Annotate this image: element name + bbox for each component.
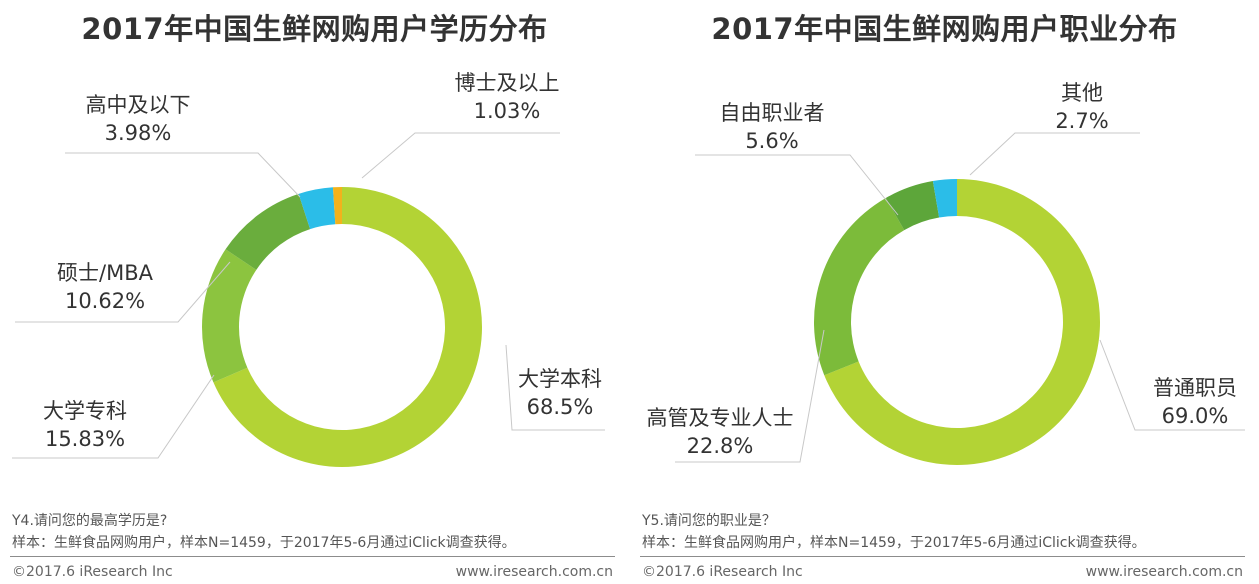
education-donut-chart: 大学本科 68.5% 大学专科 15.83% 硕士/MBA 10.62% 高中及以下 3.98… xyxy=(12,71,605,468)
slice-value-label: 3.98% xyxy=(105,121,172,145)
donut-slice-4 xyxy=(298,187,336,230)
slice-value-label: 22.8% xyxy=(687,434,754,458)
slice-name-label: 自由职业者 xyxy=(720,101,825,125)
slice-name-label: 大学专科 xyxy=(43,399,127,423)
slice-name-label: 硕士/MBA xyxy=(57,261,154,285)
leader-line-2 xyxy=(12,374,215,459)
donut-slice-2 xyxy=(201,249,257,383)
slice-value-label: 10.62% xyxy=(65,289,145,313)
sample-note: 样本：生鲜食品网购用户，样本N=1459，于2017年5-6月通过iClick调… xyxy=(642,535,1146,551)
survey-question: Y4.请问您的最高学历是? xyxy=(12,513,168,529)
slice-value-label: 68.5% xyxy=(527,395,594,419)
slice-name-label: 博士及以上 xyxy=(455,71,560,95)
sample-note: 样本：生鲜食品网购用户，样本N=1459，于2017年5-6月通过iClick调… xyxy=(12,535,516,551)
chart-title: 2017年中国生鲜网购用户职业分布 xyxy=(711,12,1178,46)
occupation-chart-panel: 2017年中国生鲜网购用户职业分布 普通职员 69.0% 高管及专业人士 22.8% 自… xyxy=(630,0,1259,584)
slice-name-label: 其他 xyxy=(1061,81,1103,105)
leader-line-1 xyxy=(505,344,605,431)
website-link[interactable]: www.iresearch.com.cn xyxy=(1085,564,1243,580)
copyright: ©2017.6 iResearch Inc xyxy=(12,564,173,580)
donut-slice-2 xyxy=(814,197,905,376)
leader-line-2 xyxy=(675,329,825,463)
leader-line-4 xyxy=(969,132,1140,176)
leader-line-3 xyxy=(695,154,899,216)
copyright: ©2017.6 iResearch Inc xyxy=(642,564,803,580)
donut-slice-3 xyxy=(885,181,940,231)
leader-line-1 xyxy=(1099,339,1245,431)
donut-slice-4 xyxy=(932,179,957,218)
leader-line-5 xyxy=(361,132,560,179)
slice-value-label: 69.0% xyxy=(1162,404,1229,428)
slice-name-label: 普通职员 xyxy=(1153,376,1237,400)
donut-slice-5 xyxy=(332,187,342,225)
slice-name-label: 高管及专业人士 xyxy=(647,406,794,430)
slice-value-label: 1.03% xyxy=(474,99,541,123)
slice-name-label: 大学本科 xyxy=(518,367,602,391)
survey-question: Y5.请问您的职业是？ xyxy=(642,513,776,529)
slice-value-label: 2.7% xyxy=(1055,109,1108,133)
footer-divider xyxy=(640,556,1245,557)
leader-line-4 xyxy=(65,152,301,198)
occupation-donut-chart: 普通职员 69.0% 高管及专业人士 22.8% 自由职业者 5.6% 其他 2.7% xyxy=(647,81,1245,465)
education-chart-panel: 2017年中国生鲜网购用户学历分布 大学本科 68.5% 大学专科 15.83% 硕士/… xyxy=(0,0,629,584)
leader-line-3 xyxy=(15,261,231,323)
footer-divider xyxy=(10,556,615,557)
slice-value-label: 15.83% xyxy=(45,427,125,451)
slice-value-label: 5.6% xyxy=(745,129,798,153)
donut-slice-3 xyxy=(225,193,311,270)
website-link[interactable]: www.iresearch.com.cn xyxy=(455,564,613,580)
chart-title: 2017年中国生鲜网购用户学历分布 xyxy=(81,12,548,46)
slice-name-label: 高中及以下 xyxy=(86,93,191,117)
